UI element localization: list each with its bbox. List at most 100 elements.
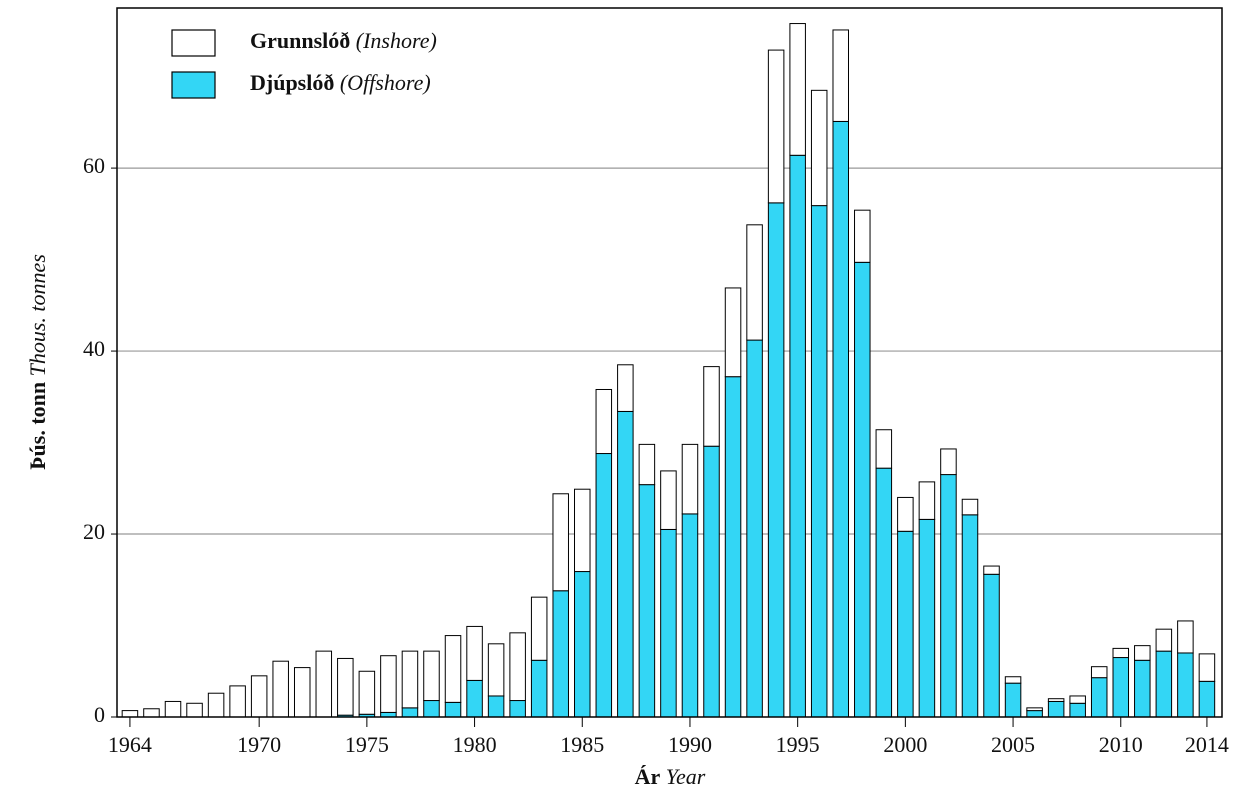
bar: [854, 209, 871, 263]
bar: [789, 154, 806, 718]
bar: [681, 443, 699, 515]
bar: [293, 667, 311, 718]
x-tick-label: 1985: [560, 732, 604, 757]
bar: [530, 659, 548, 718]
bar: [315, 650, 333, 718]
bar: [552, 590, 569, 718]
bar: [552, 493, 569, 592]
bar: [250, 675, 268, 718]
bar: [875, 429, 893, 469]
bar: [918, 481, 936, 520]
bar: [660, 528, 677, 718]
y-tick-label: 0: [94, 702, 105, 727]
bar: [595, 453, 613, 718]
bar: [789, 23, 806, 156]
bar: [1026, 707, 1043, 712]
bar: [1090, 666, 1108, 679]
bar: [143, 708, 160, 718]
y-tick-label: 60: [83, 153, 105, 178]
bar: [530, 596, 548, 661]
bar: [380, 655, 397, 713]
bar: [983, 573, 1000, 718]
bar: [121, 710, 139, 718]
bar: [229, 685, 246, 718]
bar: [681, 513, 699, 718]
bar: [401, 707, 419, 718]
bar: [617, 364, 634, 412]
bar: [1026, 710, 1043, 718]
bar: [638, 443, 656, 486]
bar: [810, 89, 828, 207]
bar: [509, 700, 526, 718]
x-tick-label: 2014: [1185, 732, 1229, 757]
x-tick-label: 1990: [668, 732, 712, 757]
bar: [961, 514, 979, 718]
bar: [724, 287, 742, 378]
bar: [961, 498, 979, 516]
bar: [810, 205, 828, 718]
bar: [207, 692, 225, 718]
bar: [1069, 702, 1086, 718]
bar: [875, 467, 893, 718]
legend-name-en: (Offshore): [340, 70, 431, 95]
bar: [1112, 647, 1130, 659]
bar: [358, 670, 376, 715]
bar: [746, 224, 763, 341]
x-tick-label: 1980: [453, 732, 497, 757]
x-tick-label: 2005: [991, 732, 1035, 757]
y-axis-label: Þús. tonn Thous. tonnes: [25, 254, 50, 470]
x-label-is: Ár: [635, 764, 661, 789]
bar: [272, 660, 289, 718]
bar: [1004, 676, 1022, 684]
bar: [1155, 650, 1173, 718]
bar: [767, 49, 785, 204]
x-tick-label: 2010: [1099, 732, 1143, 757]
bar: [940, 474, 957, 718]
bar: [466, 679, 483, 718]
y-tick-label: 40: [83, 336, 105, 361]
bar: [983, 565, 1000, 575]
bar: [509, 632, 526, 702]
bar: [617, 410, 634, 718]
bar: [466, 625, 483, 681]
x-tick-label: 2000: [883, 732, 927, 757]
bar: [1134, 645, 1151, 661]
bar: [746, 339, 763, 718]
x-tick-label: 1970: [237, 732, 281, 757]
x-label-en: Year: [666, 764, 706, 789]
bar: [423, 700, 440, 718]
bar: [918, 518, 936, 718]
bar: [337, 657, 354, 716]
bar: [444, 635, 462, 703]
bar: [897, 530, 914, 718]
bar: [574, 488, 591, 573]
bar: [940, 448, 957, 476]
bar: [703, 445, 720, 718]
bar: [1177, 620, 1194, 654]
x-axis-label: Ár Year: [635, 764, 706, 789]
plot-frame: [116, 7, 1223, 718]
bar: [724, 376, 742, 718]
legend-label: Grunnslóð (Inshore): [250, 28, 437, 53]
bar: [1047, 698, 1065, 702]
bar: [487, 695, 505, 718]
legend-label: Djúpslóð (Offshore): [250, 70, 431, 95]
x-tick-label: 1975: [345, 732, 389, 757]
bar: [1198, 680, 1216, 718]
bar: [897, 496, 914, 532]
bar: [832, 120, 849, 718]
legend-swatch: [171, 29, 216, 57]
bar: [660, 470, 677, 530]
x-tick-label: 1995: [776, 732, 820, 757]
bar: [401, 650, 419, 709]
bar: [1198, 653, 1216, 682]
y-label-is: Þús. tonn: [25, 382, 50, 470]
bar: [574, 571, 591, 718]
bar: [595, 388, 613, 455]
legend-name-en: (Inshore): [356, 28, 437, 53]
bar: [1134, 659, 1151, 718]
bar: [1112, 657, 1130, 718]
bar: [767, 202, 785, 718]
bar: [1047, 700, 1065, 718]
